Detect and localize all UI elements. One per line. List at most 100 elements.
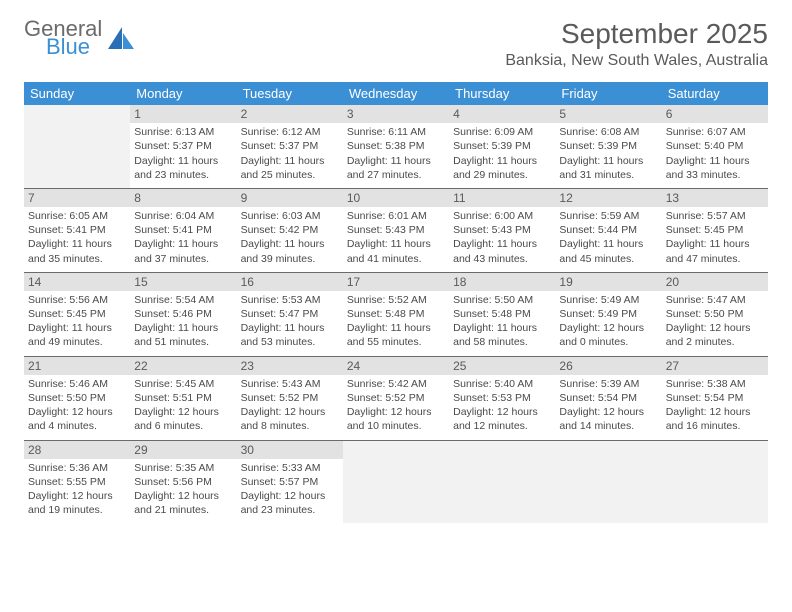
sunset-text: Sunset: 5:50 PM bbox=[28, 391, 126, 405]
sunset-text: Sunset: 5:40 PM bbox=[666, 139, 764, 153]
sunrise-text: Sunrise: 5:33 AM bbox=[241, 461, 339, 475]
sunrise-text: Sunrise: 5:38 AM bbox=[666, 377, 764, 391]
sunrise-text: Sunrise: 5:57 AM bbox=[666, 209, 764, 223]
day-number: 16 bbox=[237, 273, 343, 291]
col-friday: Friday bbox=[555, 82, 661, 105]
logo-line2: Blue bbox=[46, 36, 102, 58]
daylight-text: Daylight: 11 hours and 35 minutes. bbox=[28, 237, 126, 265]
daylight-text: Daylight: 11 hours and 37 minutes. bbox=[134, 237, 232, 265]
sunset-text: Sunset: 5:49 PM bbox=[559, 307, 657, 321]
calendar-cell: 20Sunrise: 5:47 AMSunset: 5:50 PMDayligh… bbox=[662, 272, 768, 356]
day-number: 19 bbox=[555, 273, 661, 291]
day-number: 3 bbox=[343, 105, 449, 123]
daylight-text: Daylight: 12 hours and 6 minutes. bbox=[134, 405, 232, 433]
calendar-cell: 11Sunrise: 6:00 AMSunset: 5:43 PMDayligh… bbox=[449, 188, 555, 272]
day-number: 10 bbox=[343, 189, 449, 207]
sunset-text: Sunset: 5:52 PM bbox=[241, 391, 339, 405]
calendar-cell bbox=[449, 440, 555, 523]
daylight-text: Daylight: 11 hours and 31 minutes. bbox=[559, 154, 657, 182]
calendar-cell: 9Sunrise: 6:03 AMSunset: 5:42 PMDaylight… bbox=[237, 188, 343, 272]
header: General Blue September 2025 Banksia, New… bbox=[24, 18, 768, 70]
calendar-cell: 6Sunrise: 6:07 AMSunset: 5:40 PMDaylight… bbox=[662, 105, 768, 188]
sunset-text: Sunset: 5:37 PM bbox=[241, 139, 339, 153]
sunrise-text: Sunrise: 5:47 AM bbox=[666, 293, 764, 307]
sunset-text: Sunset: 5:48 PM bbox=[347, 307, 445, 321]
sunset-text: Sunset: 5:43 PM bbox=[347, 223, 445, 237]
calendar-cell: 10 Sunrise: 6:01 AMSunset: 5:43 PMDayligh… bbox=[343, 188, 449, 272]
sunset-text: Sunset: 5:48 PM bbox=[453, 307, 551, 321]
sunrise-text: Sunrise: 6:01 AM bbox=[347, 209, 445, 223]
calendar-cell bbox=[24, 105, 130, 188]
day-number: 28 bbox=[24, 441, 130, 459]
calendar-cell: 7 Sunrise: 6:05 AMSunset: 5:41 PMDaylight… bbox=[24, 188, 130, 272]
calendar-cell: 30Sunrise: 5:33 AMSunset: 5:57 PMDayligh… bbox=[237, 440, 343, 523]
sunrise-text: Sunrise: 5:54 AM bbox=[134, 293, 232, 307]
sunset-text: Sunset: 5:45 PM bbox=[666, 223, 764, 237]
sunset-text: Sunset: 5:44 PM bbox=[559, 223, 657, 237]
sunset-text: Sunset: 5:45 PM bbox=[28, 307, 126, 321]
sunset-text: Sunset: 5:54 PM bbox=[559, 391, 657, 405]
calendar-cell: 3Sunrise: 6:11 AMSunset: 5:38 PMDaylight… bbox=[343, 105, 449, 188]
daylight-text: Daylight: 11 hours and 49 minutes. bbox=[28, 321, 126, 349]
sunrise-text: Sunrise: 6:11 AM bbox=[347, 125, 445, 139]
daylight-text: Daylight: 11 hours and 45 minutes. bbox=[559, 237, 657, 265]
calendar-cell: 1Sunrise: 6:13 AMSunset: 5:37 PMDaylight… bbox=[130, 105, 236, 188]
sunset-text: Sunset: 5:47 PM bbox=[241, 307, 339, 321]
daylight-text: Daylight: 11 hours and 33 minutes. bbox=[666, 154, 764, 182]
day-number: 6 bbox=[662, 105, 768, 123]
sunset-text: Sunset: 5:57 PM bbox=[241, 475, 339, 489]
sunrise-text: Sunrise: 6:00 AM bbox=[453, 209, 551, 223]
sunrise-text: Sunrise: 5:56 AM bbox=[28, 293, 126, 307]
calendar-cell bbox=[555, 440, 661, 523]
day-number: 5 bbox=[555, 105, 661, 123]
daylight-text: Daylight: 12 hours and 8 minutes. bbox=[241, 405, 339, 433]
calendar-week-row: 14Sunrise: 5:56 AMSunset: 5:45 PMDayligh… bbox=[24, 272, 768, 356]
calendar-cell: 22Sunrise: 5:45 AMSunset: 5:51 PMDayligh… bbox=[130, 356, 236, 440]
sunrise-text: Sunrise: 6:04 AM bbox=[134, 209, 232, 223]
day-number: 17 bbox=[343, 273, 449, 291]
day-number: 24 bbox=[343, 357, 449, 375]
sunset-text: Sunset: 5:37 PM bbox=[134, 139, 232, 153]
day-number: 23 bbox=[237, 357, 343, 375]
daylight-text: Daylight: 12 hours and 21 minutes. bbox=[134, 489, 232, 517]
sunset-text: Sunset: 5:50 PM bbox=[666, 307, 764, 321]
sunrise-text: Sunrise: 5:42 AM bbox=[347, 377, 445, 391]
title-block: September 2025 Banksia, New South Wales,… bbox=[505, 18, 768, 70]
day-number: 7 bbox=[24, 189, 130, 207]
calendar-cell bbox=[662, 440, 768, 523]
day-number: 12 bbox=[555, 189, 661, 207]
daylight-text: Daylight: 11 hours and 55 minutes. bbox=[347, 321, 445, 349]
daylight-text: Daylight: 11 hours and 27 minutes. bbox=[347, 154, 445, 182]
daylight-text: Daylight: 12 hours and 14 minutes. bbox=[559, 405, 657, 433]
sunset-text: Sunset: 5:55 PM bbox=[28, 475, 126, 489]
day-number: 13 bbox=[662, 189, 768, 207]
sunrise-text: Sunrise: 5:50 AM bbox=[453, 293, 551, 307]
sunrise-text: Sunrise: 6:05 AM bbox=[28, 209, 126, 223]
sail-icon bbox=[108, 27, 134, 54]
day-number: 1 bbox=[130, 105, 236, 123]
sunrise-text: Sunrise: 5:39 AM bbox=[559, 377, 657, 391]
daylight-text: Daylight: 11 hours and 29 minutes. bbox=[453, 154, 551, 182]
sunset-text: Sunset: 5:41 PM bbox=[28, 223, 126, 237]
sunset-text: Sunset: 5:39 PM bbox=[453, 139, 551, 153]
calendar-cell: 15Sunrise: 5:54 AMSunset: 5:46 PMDayligh… bbox=[130, 272, 236, 356]
daylight-text: Daylight: 11 hours and 58 minutes. bbox=[453, 321, 551, 349]
day-number: 14 bbox=[24, 273, 130, 291]
calendar-cell: 24Sunrise: 5:42 AMSunset: 5:52 PMDayligh… bbox=[343, 356, 449, 440]
calendar-cell: 18Sunrise: 5:50 AMSunset: 5:48 PMDayligh… bbox=[449, 272, 555, 356]
logo: General Blue bbox=[24, 18, 134, 58]
daylight-text: Daylight: 11 hours and 41 minutes. bbox=[347, 237, 445, 265]
sunrise-text: Sunrise: 5:59 AM bbox=[559, 209, 657, 223]
col-thursday: Thursday bbox=[449, 82, 555, 105]
day-number: 29 bbox=[130, 441, 236, 459]
calendar-body: 1Sunrise: 6:13 AMSunset: 5:37 PMDaylight… bbox=[24, 105, 768, 523]
daylight-text: Daylight: 12 hours and 4 minutes. bbox=[28, 405, 126, 433]
calendar-cell: 23Sunrise: 5:43 AMSunset: 5:52 PMDayligh… bbox=[237, 356, 343, 440]
col-wednesday: Wednesday bbox=[343, 82, 449, 105]
day-number: 9 bbox=[237, 189, 343, 207]
calendar-cell: 25Sunrise: 5:40 AMSunset: 5:53 PMDayligh… bbox=[449, 356, 555, 440]
sunrise-text: Sunrise: 5:35 AM bbox=[134, 461, 232, 475]
calendar-cell: 21Sunrise: 5:46 AMSunset: 5:50 PMDayligh… bbox=[24, 356, 130, 440]
calendar-cell: 12 Sunrise: 5:59 AMSunset: 5:44 PMDayligh… bbox=[555, 188, 661, 272]
sunrise-text: Sunrise: 5:46 AM bbox=[28, 377, 126, 391]
